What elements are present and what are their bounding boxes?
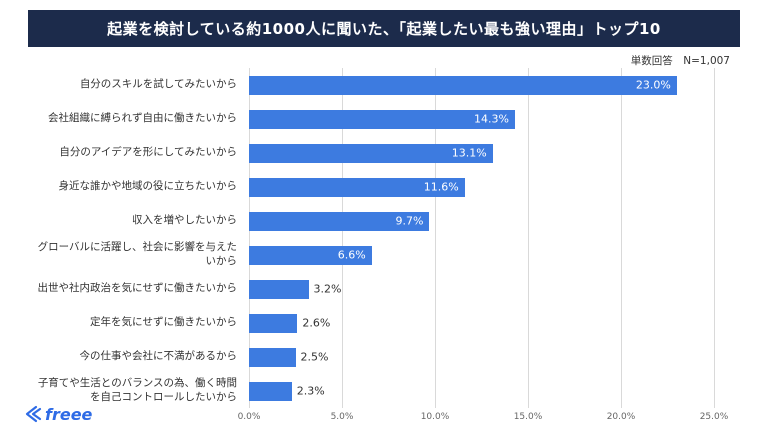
bar-track: 13.1% [249, 143, 714, 163]
bar-track: 6.6% [249, 245, 714, 265]
value-label: 2.3% [296, 384, 325, 398]
category-label: 定年を気にせずに働きたいから [90, 316, 237, 329]
logo-text: freee [45, 405, 93, 424]
bar-track: 9.7% [249, 211, 714, 231]
x-tick-label: 20.0% [606, 412, 636, 422]
bar-track: 14.3% [249, 109, 714, 129]
logo-arrow-icon [25, 405, 38, 423]
category-label: 自分のアイデアを形にしてみたいから [59, 146, 237, 159]
freee-logo: freee [25, 405, 93, 424]
bar: 14.3% [249, 109, 515, 129]
bar: 11.6% [249, 177, 465, 197]
x-tick-label: 0.0% [237, 412, 261, 422]
bar: 13.1% [249, 143, 493, 163]
bar: 6.6% [249, 245, 372, 265]
bar-chart: 自分のスキルを試してみたいから 23.0% 会社組織に縛られず自由に働きたいから 14… [34, 68, 728, 424]
bar-track: 23.0% [249, 75, 714, 95]
bar-row: 身近な誰かや地域の役に立ちたいから 11.6% [34, 170, 714, 204]
bar [249, 381, 292, 401]
value-label: 13.1% [451, 146, 487, 160]
bar-track: 11.6% [249, 177, 714, 197]
gridline [714, 68, 715, 408]
bar [249, 313, 298, 333]
value-label: 9.7% [395, 214, 424, 228]
x-axis-ticks: 0.0% 5.0% 10.0% 15.0% 20.0% 25.0% [238, 412, 729, 428]
category-label: 収入を増やしたいから [132, 214, 237, 227]
bar-row: 子育てや生活とのバランスの為、働く時間を自己コントロールしたいから 2.3% [34, 374, 714, 408]
category-label: 会社組織に縛られず自由に働きたいから [48, 112, 237, 125]
gridlines [249, 68, 715, 408]
category-label: 今の仕事や会社に不満があるから [79, 350, 238, 363]
category-label: グローバルに活躍し、社会に影響を与えたいから [37, 241, 237, 267]
bar-row: 今の仕事や会社に不満があるから 2.5% [34, 340, 714, 374]
bar-row: 自分のアイデアを形にしてみたいから 13.1% [34, 136, 714, 170]
value-label: 2.6% [302, 316, 331, 330]
bar-rows: 自分のスキルを試してみたいから 23.0% 会社組織に縛られず自由に働きたいから 14… [34, 68, 714, 408]
bar-track: 2.3% [249, 381, 714, 401]
bar-track: 2.5% [249, 347, 714, 367]
bar-row: 会社組織に縛られず自由に働きたいから 14.3% [34, 102, 714, 136]
gridline [249, 68, 250, 408]
x-tick-label: 10.0% [420, 412, 450, 422]
chart-title-banner: 起業を検討している約1000人に聞いた、「起業したい最も強い理由」トップ10 [28, 10, 740, 47]
value-label: 2.5% [300, 350, 329, 364]
category-label: 出世や社内政治を気にせずに働きたいから [37, 282, 238, 295]
bar [249, 279, 309, 299]
logo-arrow-inner-icon [31, 407, 42, 421]
bar-row: 収入を増やしたいから 9.7% [34, 204, 714, 238]
category-label: 自分のスキルを試してみたいから [79, 78, 237, 91]
bar-track: 2.6% [249, 313, 714, 333]
bar: 23.0% [249, 75, 677, 95]
gridline [528, 68, 529, 408]
chart-title: 起業を検討している約1000人に聞いた、「起業したい最も強い理由」トップ10 [107, 20, 661, 38]
bar [249, 347, 296, 367]
x-tick-label: 5.0% [330, 412, 354, 422]
gridline [621, 68, 622, 408]
value-label: 14.3% [474, 112, 509, 126]
bar-track: 3.2% [249, 279, 714, 299]
bar-row: 自分のスキルを試してみたいから 23.0% [34, 68, 714, 102]
value-label: 3.2% [313, 282, 342, 296]
bar-row: 出世や社内政治を気にせずに働きたいから 3.2% [34, 272, 714, 306]
category-label: 子育てや生活とのバランスの為、働く時間を自己コントロールしたいから [37, 377, 237, 403]
bar-row: グローバルに活躍し、社会に影響を与えたいから 6.6% [34, 238, 714, 272]
gridline [342, 68, 343, 408]
value-label: 11.6% [423, 180, 459, 194]
value-label: 6.6% [337, 248, 366, 262]
x-tick-label: 25.0% [699, 412, 729, 422]
value-label: 23.0% [635, 78, 671, 92]
bar-row: 定年を気にせずに働きたいから 2.6% [34, 306, 714, 340]
category-label: 身近な誰かや地域の役に立ちたいから [58, 180, 238, 193]
bar: 9.7% [249, 211, 430, 231]
survey-note: 単数回答 N=1,007 [630, 55, 730, 67]
x-tick-label: 15.0% [513, 412, 543, 422]
gridline [435, 68, 436, 408]
